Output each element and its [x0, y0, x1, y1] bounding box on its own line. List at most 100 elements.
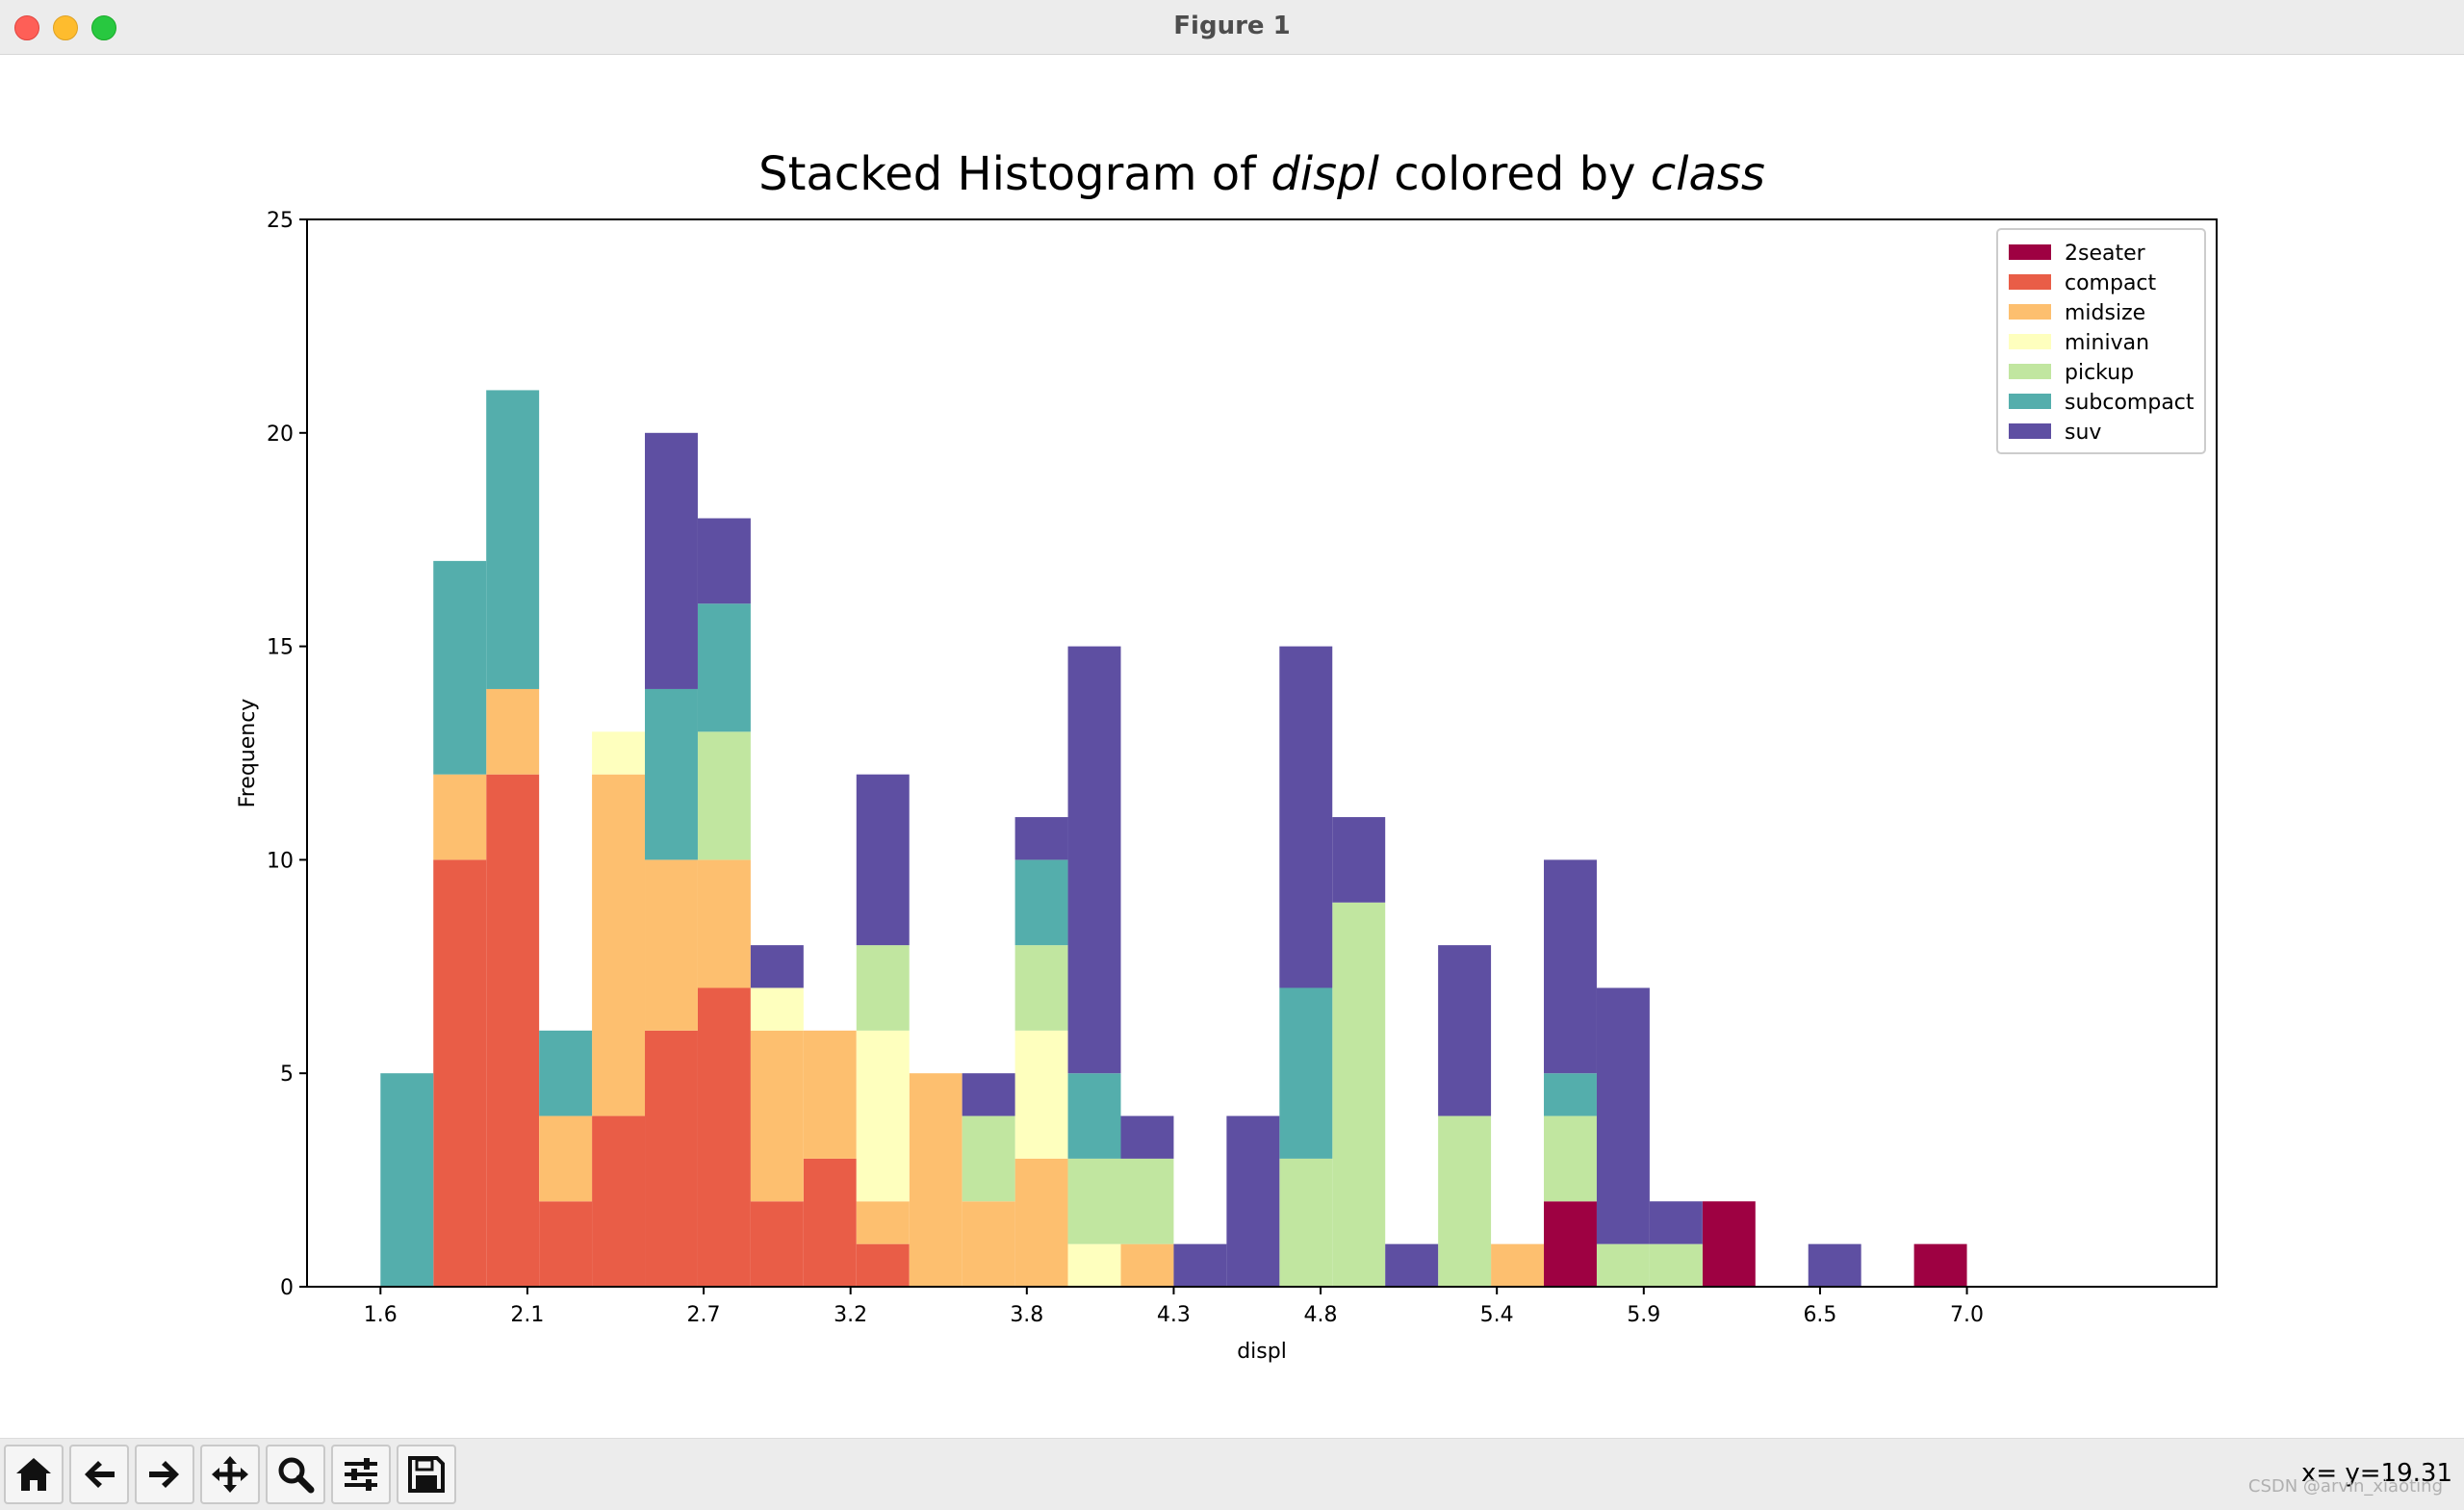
- bar-compact: [645, 1030, 698, 1287]
- save-button[interactable]: [397, 1445, 456, 1504]
- bar-minivan: [1067, 1243, 1121, 1287]
- x-tick-label: 3.8: [1010, 1303, 1043, 1327]
- pan-button[interactable]: [200, 1445, 260, 1504]
- legend-swatch-suv: [2009, 423, 2051, 439]
- bar-compact: [697, 987, 751, 1287]
- x-axis-label: displ: [1237, 1340, 1287, 1364]
- x-tick-label: 2.1: [510, 1303, 544, 1327]
- bar-compact: [433, 859, 487, 1287]
- save-icon: [408, 1456, 445, 1493]
- bar-pickup: [1596, 1243, 1650, 1287]
- x-tick-label: 2.7: [687, 1303, 721, 1327]
- sliders-icon: [345, 1458, 377, 1491]
- bar-suv: [1014, 817, 1068, 860]
- window-title: Figure 1: [1173, 12, 1291, 40]
- bar-suv: [856, 774, 910, 946]
- y-tick-label: 10: [267, 849, 294, 873]
- bar-suv: [962, 1073, 1015, 1116]
- bar-pickup: [697, 731, 751, 860]
- legend-label-minivan: minivan: [2065, 331, 2149, 355]
- x-tick-label: 1.6: [364, 1303, 398, 1327]
- x-tick-label: 6.5: [1803, 1303, 1836, 1327]
- legend-label-suv: suv: [2065, 421, 2101, 445]
- legend-label-subcompact: subcompact: [2065, 391, 2194, 415]
- x-tick-label: 7.0: [1950, 1303, 1984, 1327]
- chart-title: Stacked Histogram of displ colored by cl…: [758, 147, 1765, 201]
- bar-compact: [750, 1201, 804, 1287]
- bar-pickup: [1544, 1115, 1597, 1202]
- bar-suv: [1438, 945, 1492, 1116]
- legend-swatch-midsize: [2009, 304, 2051, 320]
- bar-midsize: [909, 1073, 962, 1287]
- legend-label-midsize: midsize: [2065, 301, 2145, 325]
- minimize-window-button[interactable]: [53, 15, 78, 40]
- y-tick-label: 5: [280, 1062, 294, 1087]
- bar-pickup: [1067, 1158, 1121, 1244]
- bar-suv: [1385, 1243, 1439, 1287]
- bar-midsize: [592, 774, 646, 1116]
- x-tick-label: 5.9: [1627, 1303, 1660, 1327]
- bar-midsize: [539, 1115, 593, 1202]
- bar-midsize: [433, 774, 487, 860]
- bar-suv: [1332, 817, 1386, 903]
- configure-button[interactable]: [331, 1445, 391, 1504]
- cursor-coordinates: x= y=19.31: [2300, 1459, 2452, 1488]
- bar-compact: [592, 1115, 646, 1287]
- bar-minivan: [750, 987, 804, 1031]
- zoom-button[interactable]: [266, 1445, 325, 1504]
- bar-pickup: [962, 1115, 1015, 1202]
- back-button[interactable]: [69, 1445, 129, 1504]
- legend-swatch-2seater: [2009, 244, 2051, 260]
- bar-subcompact: [1279, 987, 1333, 1159]
- bar-minivan: [1014, 1030, 1068, 1159]
- bar-midsize: [803, 1030, 857, 1159]
- bar-suv: [1649, 1201, 1703, 1244]
- arrow-right-icon: [149, 1461, 179, 1488]
- watermark: CSDN @arvin_xiaoting: [2247, 1476, 2443, 1497]
- bar-suv: [750, 945, 804, 988]
- bar-pickup: [1649, 1243, 1703, 1287]
- bar-subcompact: [697, 603, 751, 732]
- x-tick-label: 4.8: [1304, 1303, 1338, 1327]
- bar-midsize: [962, 1201, 1015, 1287]
- bar-pickup: [856, 945, 910, 1031]
- bar-compact: [856, 1243, 910, 1287]
- search-icon: [278, 1457, 315, 1494]
- bar-2seater: [1702, 1201, 1756, 1287]
- bar-midsize: [1014, 1158, 1068, 1287]
- bar-midsize: [750, 1030, 804, 1202]
- legend-label-compact: compact: [2065, 271, 2157, 295]
- close-window-button[interactable]: [14, 15, 39, 40]
- move-icon: [212, 1456, 248, 1493]
- bar-suv: [1067, 646, 1121, 1074]
- legend-label-pickup: pickup: [2065, 361, 2134, 385]
- y-tick-label: 20: [267, 422, 294, 447]
- bar-compact: [486, 774, 540, 1287]
- bar-suv: [1120, 1115, 1174, 1159]
- bar-compact: [539, 1201, 593, 1287]
- legend-swatch-subcompact: [2009, 394, 2051, 409]
- forward-button[interactable]: [135, 1445, 194, 1504]
- navigation-toolbar: [0, 1438, 2464, 1510]
- maximize-window-button[interactable]: [91, 15, 116, 40]
- bar-subcompact: [486, 390, 540, 689]
- bar-suv: [1173, 1243, 1227, 1287]
- y-tick-label: 15: [267, 636, 294, 660]
- bar-suv: [1226, 1115, 1280, 1287]
- x-tick-label: 3.2: [834, 1303, 867, 1327]
- bar-subcompact: [1014, 859, 1068, 946]
- legend-label-2seater: 2seater: [2065, 242, 2146, 266]
- bar-suv: [1279, 646, 1333, 988]
- home-button[interactable]: [4, 1445, 64, 1504]
- legend-swatch-pickup: [2009, 364, 2051, 379]
- bar-midsize: [1120, 1243, 1174, 1287]
- bar-suv: [697, 518, 751, 604]
- bar-compact: [803, 1158, 857, 1287]
- bar-subcompact: [380, 1073, 434, 1287]
- bar-2seater: [1913, 1243, 1967, 1287]
- bar-midsize: [1491, 1243, 1545, 1287]
- bar-subcompact: [1544, 1073, 1597, 1116]
- bar-minivan: [856, 1030, 910, 1202]
- bar-suv: [1596, 987, 1650, 1244]
- chart-title-part: class: [1651, 147, 1765, 201]
